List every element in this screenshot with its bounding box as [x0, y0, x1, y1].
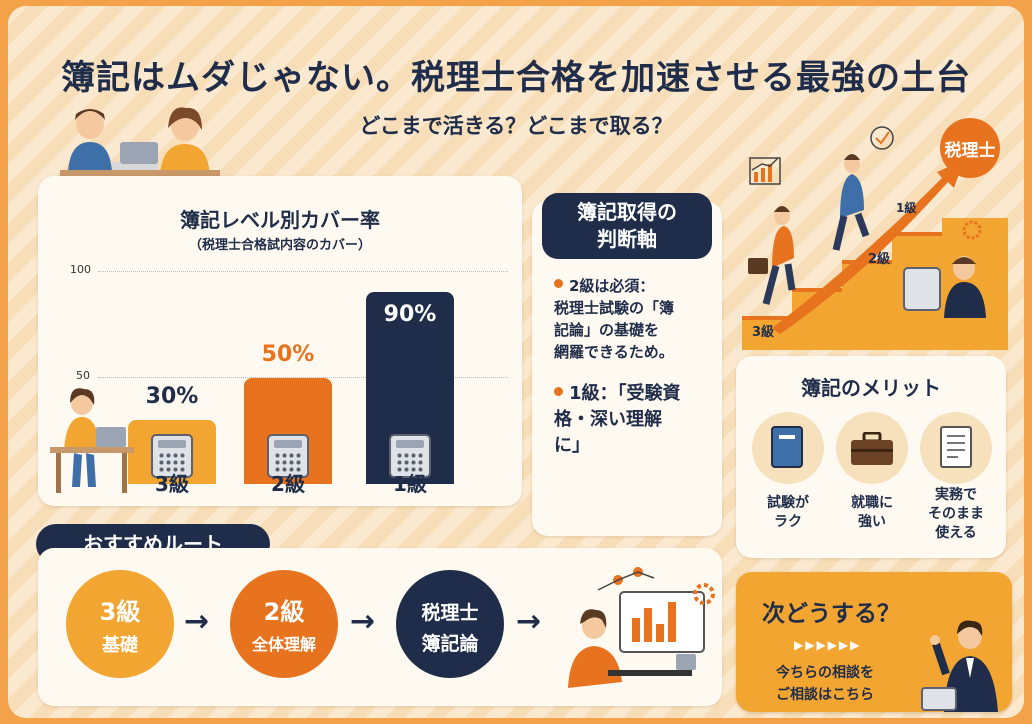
career-stairs-illustration — [742, 118, 1008, 350]
cta-title: 次どうする？ — [762, 601, 900, 627]
bullet-icon — [554, 387, 563, 396]
merits-card: 簿記のメリット 試験が ラク 就職に 強い 実務で そのまま 使える — [736, 356, 1006, 558]
calculator-icon — [389, 434, 431, 478]
bar-value-label-1: 30% — [145, 384, 199, 410]
judgment-title-line1: 簿記取得の — [577, 200, 677, 224]
pointing-man-illustration — [921, 620, 998, 712]
document-icon — [940, 426, 972, 468]
route-card: 3級 基礎 → 2級 全体理解 → 税理士 簿記論 → — [38, 548, 722, 706]
route-arrow-3: → — [516, 604, 542, 639]
merits-title: 簿記のメリット — [801, 376, 941, 400]
cta-arrows: ▶▶▶▶▶▶ — [794, 638, 862, 652]
stair-label-3: 3級 — [752, 325, 775, 340]
category-label-2: 2級 — [271, 472, 305, 496]
judgment-item-1: 2級は必須： 税理士試験の「簿 記論」の基礎を 網羅できるため。 — [554, 277, 675, 361]
route-arrow-1: → — [184, 604, 210, 639]
judgment-item-2: 1級：「受験資 格・深い理解 に」 — [554, 383, 681, 456]
cta-line1: 今ちらの相談を — [776, 665, 874, 681]
chart-title: 簿記レベル別カバー率 — [180, 208, 380, 232]
category-label-3: 1級 — [393, 472, 427, 496]
cta-line2: ご相談はこちら — [776, 687, 874, 703]
calculator-icon — [151, 434, 193, 478]
judgment-card: 簿記取得の 判断軸 2級は必須： 税理士試験の「簿 記論」の基礎を 網羅できるた… — [532, 193, 722, 536]
merit-label-2: 就職に 強い — [851, 495, 893, 530]
coverage-chart-card: 簿記レベル別カバー率 （税理士合格試内容のカバー） 100 50 30% 3級 50… — [38, 176, 522, 506]
route-arrow-2: → — [350, 604, 376, 639]
judgment-title-line2: 判断軸 — [597, 227, 657, 251]
briefcase-icon — [851, 432, 893, 465]
bar-value-label-2: 50% — [261, 341, 315, 367]
studying-people-illustration — [60, 107, 220, 178]
merit-label-1: 試験が ラク — [767, 495, 809, 530]
category-label-1: 3級 — [155, 472, 189, 496]
y-tick-100: 100 — [70, 263, 91, 276]
page-subtitle: どこまで活きる？どこまで取る？ — [359, 114, 673, 138]
gridline-100 — [98, 271, 508, 272]
infographic-page: 簿記はムダじゃない。税理士合格を加速させる最強の土台 どこまで活きる？どこまで取… — [8, 6, 1024, 718]
y-tick-50: 50 — [76, 369, 90, 382]
bar-value-label-3: 90% — [383, 302, 437, 328]
goal-label: 税理士 — [944, 141, 996, 161]
route-step-3: 税理士 簿記論 — [396, 570, 504, 678]
chart-subtitle: （税理士合格試内容のカバー） — [188, 238, 371, 253]
judgment-title-pill: 簿記取得の 判断軸 — [542, 193, 712, 259]
route-step-1: 3級 基礎 — [66, 570, 174, 678]
office-worker-illustration — [568, 567, 715, 688]
merit-label-3: 実務で そのまま 使える — [928, 487, 984, 541]
book-icon — [771, 426, 803, 468]
desk-person-illustration — [50, 388, 134, 493]
calculator-icon — [267, 434, 309, 478]
cta-card[interactable]: 次どうする？ ▶▶▶▶▶▶ 今ちらの相談を ご相談はこちら — [736, 572, 1012, 712]
bullet-icon — [554, 279, 563, 288]
stair-label-1: 1級 — [896, 201, 917, 215]
route-step-2: 2級 全体理解 — [230, 570, 338, 678]
stair-label-2: 2級 — [868, 252, 891, 267]
page-title: 簿記はムダじゃない。税理士合格を加速させる最強の土台 — [61, 58, 971, 98]
